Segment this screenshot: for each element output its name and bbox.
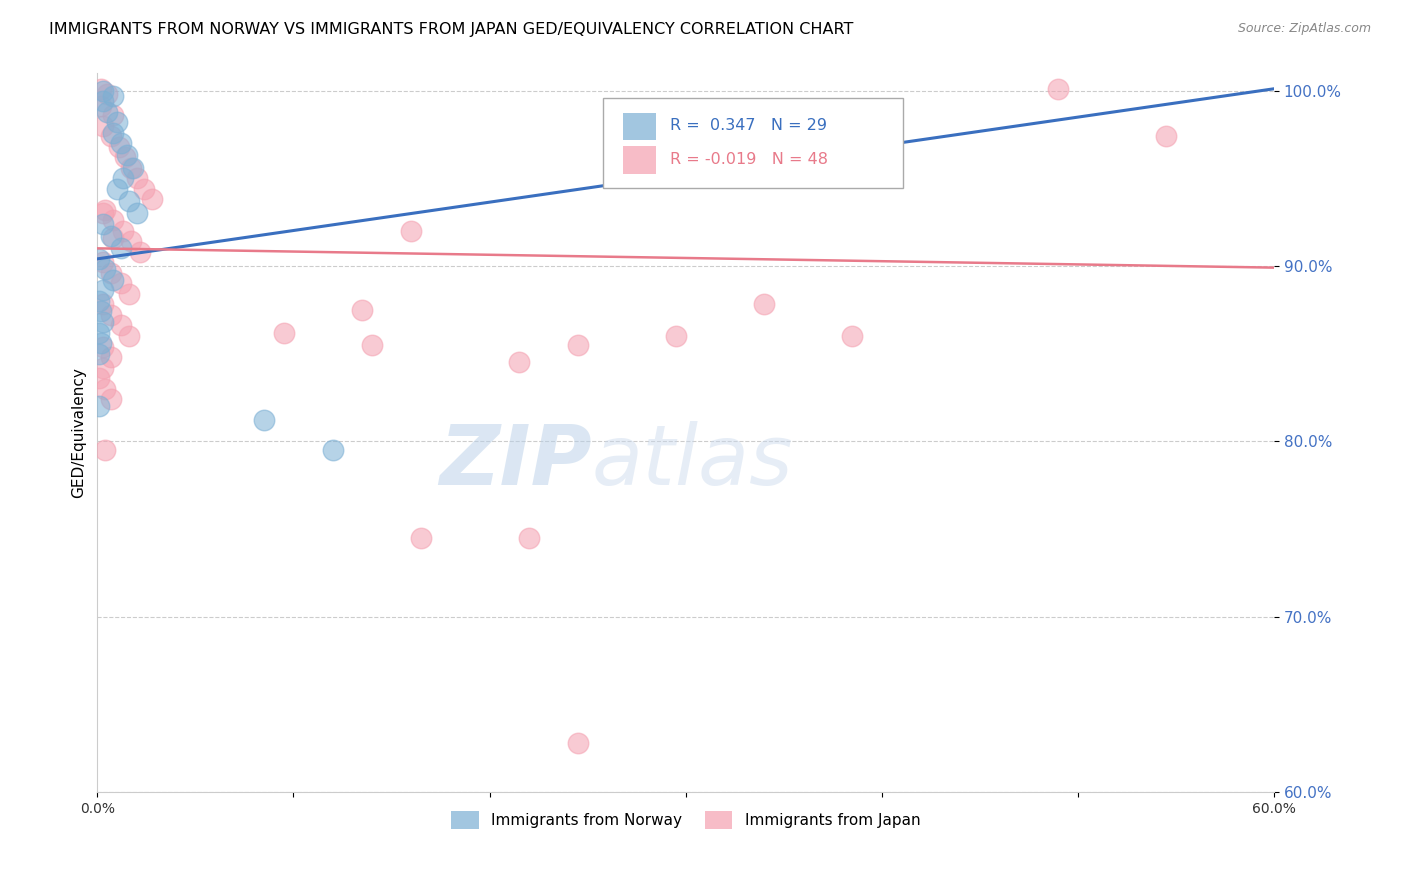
Point [409,531,432,545]
Point [101,108,124,122]
Point [91,340,114,354]
Point [665,329,688,343]
Point [101,88,124,103]
Point [89,399,111,413]
Point [253,413,276,427]
Point [89,293,111,308]
Point [101,231,124,245]
Point [91,284,114,298]
Point [141,192,163,206]
Point [105,115,128,129]
Point [91,119,114,133]
Point [94,202,117,217]
Point [91,255,114,269]
Point [134,182,156,196]
Point [90,304,112,318]
Point [101,126,124,140]
Point [111,171,134,186]
Point [91,83,114,97]
Point [100,308,122,322]
Legend: Immigrants from Norway, Immigrants from Japan: Immigrants from Norway, Immigrants from … [446,805,927,835]
Point [90,336,112,351]
Point [91,360,114,375]
Point [100,229,122,244]
Point [96,104,118,119]
Point [1154,129,1177,144]
Point [94,262,117,277]
Point [129,244,152,259]
Text: R = -0.019   N = 48: R = -0.019 N = 48 [671,153,828,168]
Text: ZIP: ZIP [439,421,592,501]
Point [101,273,124,287]
Point [91,297,114,311]
Bar [623,146,657,174]
Point [110,318,132,333]
Point [118,194,141,208]
Point [118,329,141,343]
Point [90,99,112,113]
Point [100,350,122,364]
FancyBboxPatch shape [603,98,904,188]
Text: R =  0.347   N = 29: R = 0.347 N = 29 [671,118,827,133]
Point [118,287,141,301]
Text: atlas: atlas [592,421,793,501]
Point [567,736,589,750]
Point [108,139,131,153]
Point [91,315,114,329]
Point [120,235,142,249]
Point [508,355,530,369]
Point [125,206,148,220]
Bar [623,112,657,140]
Point [110,277,132,291]
Point [89,346,111,360]
Point [567,338,589,352]
Point [841,329,863,343]
Point [399,224,422,238]
Point [114,150,136,164]
Point [101,213,124,227]
Point [273,326,295,340]
Point [100,266,122,280]
Point [91,206,114,220]
Point [100,392,122,406]
Point [89,371,111,385]
Point [91,217,114,231]
Point [94,442,117,457]
Point [96,87,118,101]
Point [121,161,143,175]
Point [322,442,344,457]
Point [125,171,148,186]
Point [91,94,114,108]
Point [100,129,122,144]
Point [94,382,117,396]
Point [352,302,374,317]
Point [90,82,112,96]
Point [1047,82,1070,96]
Point [120,161,142,175]
Point [105,182,128,196]
Text: Source: ZipAtlas.com: Source: ZipAtlas.com [1237,22,1371,36]
Point [111,224,134,238]
Point [89,326,111,340]
Point [110,136,132,150]
Point [110,241,132,255]
Point [517,531,540,545]
Point [89,252,111,266]
Point [115,148,138,162]
Point [752,297,775,311]
Text: IMMIGRANTS FROM NORWAY VS IMMIGRANTS FROM JAPAN GED/EQUIVALENCY CORRELATION CHAR: IMMIGRANTS FROM NORWAY VS IMMIGRANTS FRO… [49,22,853,37]
Point [361,338,384,352]
Y-axis label: GED/Equivalency: GED/Equivalency [72,367,86,498]
